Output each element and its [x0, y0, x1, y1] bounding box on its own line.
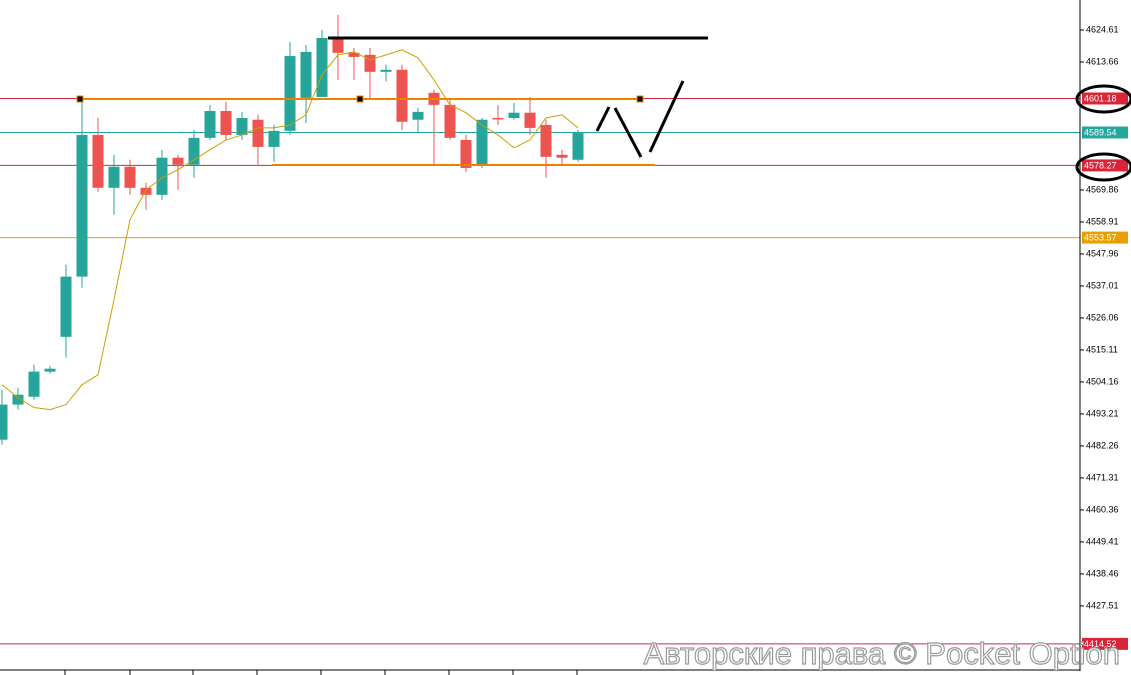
level-label: 4578.27	[1084, 160, 1117, 170]
candle-body	[204, 110, 216, 138]
drawings	[76, 36, 708, 166]
candle-body	[0, 404, 8, 440]
candle-body	[460, 139, 472, 168]
candle-body	[380, 69, 392, 72]
y-tick-label: 4537.01	[1086, 280, 1119, 290]
candle-body	[572, 132, 584, 160]
candle-body	[396, 69, 408, 122]
candle-body	[252, 119, 264, 147]
axis-labels: 4624.61 4613.66 4569.86 4558.91 4547.96 4537.…	[1080, 24, 1128, 650]
y-tick-label: 4504.16	[1086, 376, 1119, 386]
candle-body	[476, 119, 488, 165]
candle-body	[188, 137, 200, 165]
candle-body	[124, 166, 136, 188]
time-ticks	[64, 670, 578, 675]
moving-average	[1, 49, 579, 411]
level-label: 4414.52	[1084, 639, 1117, 649]
candle-body	[556, 154, 568, 158]
candle-body	[108, 166, 120, 188]
candle-body	[492, 117, 504, 120]
candle-body	[236, 117, 248, 135]
level-label: 4601.18	[1084, 93, 1117, 103]
level-label-bg	[1082, 637, 1128, 650]
candle-body	[300, 51, 312, 98]
candle-body	[76, 134, 88, 277]
y-tick-label: 4547.96	[1086, 248, 1119, 258]
candle-body	[524, 112, 536, 128]
drawn-line	[648, 80, 685, 153]
y-tick-label: 4438.46	[1086, 568, 1119, 578]
y-tick-label: 4515.11	[1086, 344, 1118, 354]
anchor	[76, 95, 84, 103]
candle-body	[412, 111, 424, 120]
candle-body	[332, 37, 344, 53]
y-tick-label: 4482.26	[1086, 440, 1119, 450]
candle-body	[284, 56, 296, 131]
candle-body	[508, 112, 520, 118]
y-tick-label: 4624.61	[1086, 24, 1119, 34]
candle-body	[540, 125, 552, 157]
highlight-circle	[1075, 84, 1131, 114]
candle-body	[444, 104, 456, 138]
candle-body	[364, 54, 376, 72]
drawn-line	[613, 107, 643, 158]
candle-body	[156, 157, 168, 195]
candle-body	[92, 134, 104, 188]
candle-body	[12, 394, 24, 405]
y-tick-label: 4460.36	[1086, 504, 1119, 514]
y-tick-label: 4558.91	[1086, 216, 1119, 226]
candle-body	[28, 371, 40, 397]
candle-body	[348, 52, 360, 57]
y-tick-label: 4526.06	[1086, 312, 1119, 322]
candle-body	[268, 130, 280, 147]
level-label: 4553.57	[1084, 232, 1117, 242]
y-tick-label: 4569.86	[1086, 184, 1119, 194]
candle-body	[172, 157, 184, 165]
y-tick-label: 4449.41	[1086, 536, 1119, 546]
drawn-line	[595, 106, 611, 132]
y-tick-label: 4471.31	[1086, 472, 1119, 482]
candle-body	[60, 276, 72, 337]
y-tick-label: 4493.21	[1086, 408, 1119, 418]
highlight-circle	[1075, 152, 1131, 182]
candle-body	[316, 37, 328, 97]
level-label: 4589.54	[1084, 127, 1117, 137]
level-label-bg	[1082, 159, 1128, 172]
plot	[0, 14, 1080, 645]
candle-body	[140, 187, 152, 195]
anchor	[636, 95, 644, 103]
candle-body	[220, 110, 232, 135]
level-label-bg	[1082, 231, 1128, 244]
watermark: Авторские права © Pocket Option	[644, 636, 1120, 671]
anchor	[356, 95, 364, 103]
y-tick-label: 4613.66	[1086, 56, 1119, 66]
level-label-bg	[1082, 126, 1128, 139]
candle-body	[44, 368, 56, 372]
y-tick-label: 4427.51	[1086, 600, 1119, 610]
level-label-bg	[1082, 92, 1128, 105]
